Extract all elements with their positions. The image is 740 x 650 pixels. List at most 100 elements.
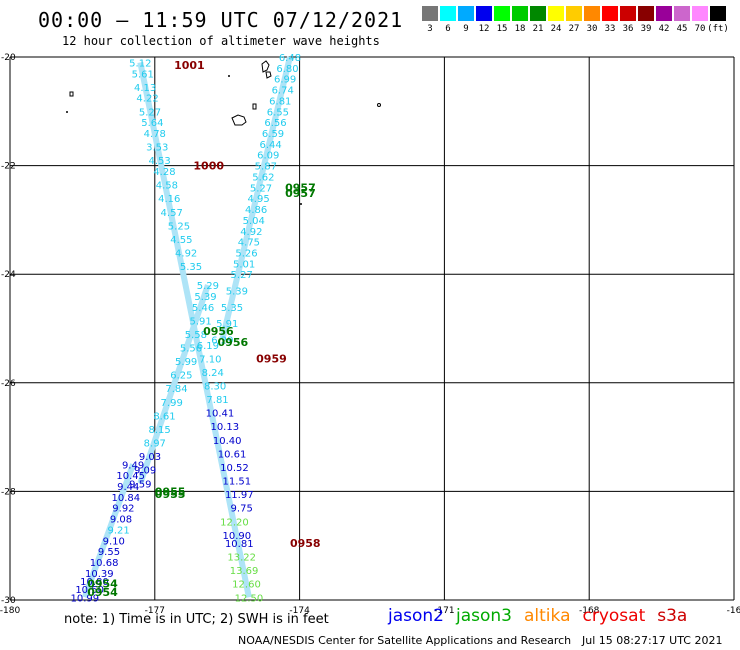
- swh-value: 4.86: [245, 205, 267, 216]
- swh-value: 9.10: [103, 536, 125, 547]
- swh-value: 4.28: [153, 167, 175, 178]
- swh-value: 5.27: [139, 107, 161, 118]
- swh-value: 4.57: [161, 208, 183, 219]
- scale-label: 21: [532, 24, 544, 34]
- x-tick-label: -177: [145, 606, 165, 616]
- scale-label: 45: [676, 24, 688, 34]
- scale-swatch: [656, 6, 672, 21]
- swh-value: 5.61: [132, 69, 154, 80]
- scale-label: 9: [463, 24, 469, 34]
- scale-label: 3: [427, 24, 433, 34]
- swh-value: 6.99: [274, 75, 296, 86]
- swh-value: 6.29: [211, 335, 233, 346]
- axis-ticks: -180 -177 -174 -171 -168 -16 -20 -22 -24 -26 -28 -3…: [0, 53, 740, 616]
- scale-swatch: [530, 6, 546, 21]
- scale-swatch: [710, 6, 726, 21]
- credit-text: NOAA/NESDIS Center for Satellite Applica…: [238, 634, 572, 647]
- swh-value: 6.44: [260, 140, 282, 151]
- scale-label: 70: [694, 24, 706, 34]
- pass-time-label: 0955: [155, 488, 186, 501]
- swh-value: 9.44: [117, 482, 139, 493]
- swh-value: 5.58: [185, 330, 207, 341]
- pass-time-label: 0956: [203, 325, 234, 338]
- swh-value: 10.68: [90, 558, 119, 569]
- pass-time-label: 0955: [155, 485, 186, 498]
- swh-value: 6.09: [257, 151, 279, 162]
- scale-swatch: [584, 6, 600, 21]
- swh-value: 5.01: [233, 259, 255, 270]
- x-tick-label: -16: [727, 606, 740, 616]
- pass-time-label: 0954: [87, 578, 118, 591]
- pass-time-label: 1001: [174, 59, 205, 72]
- scale-swatch: [602, 6, 618, 21]
- swh-value: 5.35: [180, 262, 202, 273]
- swh-value: 7.10: [199, 354, 221, 365]
- swh-value: 4.13: [134, 83, 156, 94]
- scale-label: 42: [658, 24, 670, 34]
- swh-value: 5.27: [250, 183, 272, 194]
- swh-value: 5.27: [231, 270, 253, 281]
- pass-time-label: 1000: [193, 160, 224, 173]
- island-dot: [66, 111, 68, 113]
- swh-value: 6.80: [276, 64, 298, 75]
- swh-value: 6.81: [269, 96, 291, 107]
- scale-swatch: [458, 6, 474, 21]
- x-tick-label: -168: [579, 606, 600, 616]
- swh-value: 5.99: [175, 357, 197, 368]
- swh-value: 9.92: [112, 504, 134, 515]
- swh-value: 8.15: [148, 425, 170, 436]
- scale-swatch: [476, 6, 492, 21]
- swh-value: 10.84: [112, 493, 141, 504]
- satellite-tracks: [81, 56, 293, 599]
- swh-value: 5.87: [255, 162, 277, 173]
- swh-value: 8.24: [202, 368, 224, 379]
- scale-swatch: [440, 6, 456, 21]
- track-band: [81, 463, 136, 599]
- legend-item-altika: altika: [524, 606, 571, 626]
- legend-item-cryosat: cryosat: [582, 606, 646, 626]
- satellite-legend: jason2 jason3 altika cryosat s3a: [388, 606, 699, 626]
- swh-value: 12.20: [220, 517, 249, 528]
- legend-item-jason3: jason3: [456, 606, 512, 626]
- island-dot: [228, 75, 230, 77]
- swh-value: 6.55: [267, 107, 289, 118]
- scale-label: 18: [514, 24, 526, 34]
- swh-value: 5.64: [141, 118, 163, 129]
- scale-label: 30: [586, 24, 598, 34]
- x-tick-label: -171: [434, 606, 454, 616]
- y-tick-label: -26: [1, 379, 16, 389]
- pass-time-labels: 1001100009570957095609560959095509550958…: [87, 59, 320, 599]
- swh-value: 5.39: [226, 286, 248, 297]
- swh-value: 9.55: [98, 547, 120, 558]
- track-band: [137, 284, 211, 485]
- swh-value: 11.97: [225, 490, 254, 501]
- timestamp-text: Jul 15 08:27:17 UTC 2021: [582, 634, 723, 647]
- swh-value: 6.59: [262, 129, 284, 140]
- swh-value: 5.04: [243, 216, 265, 227]
- scale-swatch: [422, 6, 438, 21]
- swh-value: 5.62: [252, 172, 274, 183]
- swh-value: 5.56: [180, 344, 202, 355]
- island-dot: [300, 203, 302, 205]
- swh-value: 10.52: [220, 463, 249, 474]
- swh-value: 5.25: [168, 221, 190, 232]
- scale-swatch: [674, 6, 690, 21]
- swh-value: 5.26: [235, 248, 257, 259]
- swh-value: 5.46: [192, 303, 214, 314]
- swh-value: 8.30: [204, 382, 226, 393]
- swh-value: 5.35: [221, 303, 243, 314]
- swh-value: 7.81: [206, 395, 228, 406]
- swh-value: 4.16: [158, 194, 180, 205]
- swh-value: 6.48: [279, 53, 301, 64]
- swh-value: 10.40: [213, 436, 242, 447]
- scale-swatch: [566, 6, 582, 21]
- legend-item-s3a: s3a: [657, 606, 688, 626]
- swh-value: 10.61: [218, 449, 247, 460]
- y-tick-label: -24: [1, 270, 16, 280]
- swh-value: 10.13: [210, 422, 239, 433]
- swh-value: 9.21: [107, 525, 129, 536]
- swh-value: 5.39: [194, 292, 216, 303]
- swh-value: 4.92: [240, 227, 262, 238]
- pass-time-label: 0957: [285, 181, 316, 194]
